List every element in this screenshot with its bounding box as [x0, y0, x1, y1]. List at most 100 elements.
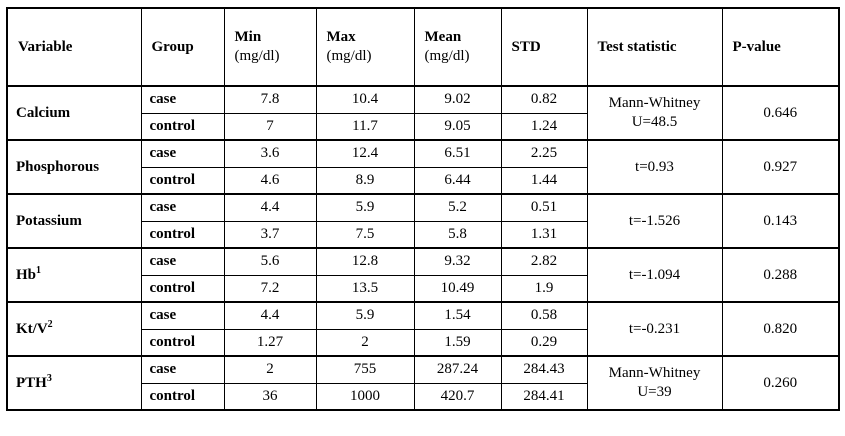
max-cell: 5.9	[315, 301, 415, 330]
header-min: Min (mg/dl)	[223, 7, 317, 87]
test-statistic-line1: t=0.93	[635, 158, 674, 175]
header-variable-label: Variable	[18, 38, 73, 55]
variable-cell: Phosphorous	[6, 139, 142, 195]
max-cell: 11.7	[315, 112, 415, 141]
group-cell: control	[140, 166, 225, 195]
header-variable: Variable	[6, 7, 142, 87]
variable-label: Calcium	[16, 104, 71, 121]
header-test-statistic-label: Test statistic	[597, 38, 677, 55]
mean-cell: 6.44	[413, 166, 502, 195]
group-cell: case	[140, 355, 225, 384]
variable-label: PTH	[16, 374, 47, 391]
header-mean: Mean (mg/dl)	[413, 7, 502, 87]
mean-cell: 1.54	[413, 301, 502, 330]
mean-cell: 420.7	[413, 382, 502, 411]
min-cell: 36	[223, 382, 317, 411]
mean-cell: 287.24	[413, 355, 502, 384]
test-statistic-line1: Mann-Whitney	[608, 365, 701, 382]
variable-superscript: 3	[46, 372, 52, 384]
table-row: Kt/V2 case 4.4 5.9 1.54 0.58 t=-0.231 0.…	[6, 301, 840, 357]
test-statistic-line2: U=48.5	[631, 114, 678, 130]
max-cell: 755	[315, 355, 415, 384]
max-cell: 8.9	[315, 166, 415, 195]
max-cell: 5.9	[315, 193, 415, 222]
variable-cell: Calcium	[6, 85, 142, 141]
test-statistic-cell: t=-1.094	[586, 247, 723, 303]
header-std: STD	[500, 7, 588, 87]
header-std-label: STD	[511, 38, 541, 55]
header-group: Group	[140, 7, 225, 87]
mean-cell: 9.05	[413, 112, 502, 141]
header-min-unit: (mg/dl)	[234, 48, 280, 64]
max-cell: 2	[315, 328, 415, 357]
min-cell: 7	[223, 112, 317, 141]
std-cell: 0.82	[500, 85, 588, 114]
std-cell: 284.41	[500, 382, 588, 411]
std-cell: 1.24	[500, 112, 588, 141]
min-cell: 2	[223, 355, 317, 384]
test-statistic-cell: t=-0.231	[586, 301, 723, 357]
max-cell: 13.5	[315, 274, 415, 303]
variable-label: Phosphorous	[16, 158, 100, 175]
min-cell: 7.2	[223, 274, 317, 303]
max-cell: 12.8	[315, 247, 415, 276]
p-value-cell: 0.646	[721, 85, 840, 141]
variable-cell: Hb1	[6, 247, 142, 303]
mean-cell: 9.02	[413, 85, 502, 114]
max-cell: 1000	[315, 382, 415, 411]
header-min-label: Min	[234, 29, 262, 46]
variable-cell: Potassium	[6, 193, 142, 249]
min-cell: 1.27	[223, 328, 317, 357]
table-row: control 4.6 8.9 6.44 1.44	[7, 166, 839, 195]
test-statistic-line1: Mann-Whitney	[608, 95, 701, 112]
std-cell: 1.44	[500, 166, 588, 195]
variable-superscript: 1	[36, 264, 42, 276]
header-mean-label: Mean	[424, 29, 462, 46]
max-cell: 10.4	[315, 85, 415, 114]
variable-label: Hb	[16, 266, 37, 283]
std-cell: 0.51	[500, 193, 588, 222]
mean-cell: 10.49	[413, 274, 502, 303]
header-max: Max (mg/dl)	[315, 7, 415, 87]
min-cell: 4.4	[223, 193, 317, 222]
std-cell: 0.58	[500, 301, 588, 330]
group-cell: control	[140, 382, 225, 411]
group-cell: control	[140, 274, 225, 303]
table-row: control 36 1000 420.7 284.41	[7, 382, 839, 411]
variable-label: Kt/V	[16, 320, 48, 337]
header-p-value-label: P-value	[732, 38, 781, 55]
min-cell: 5.6	[223, 247, 317, 276]
variable-superscript: 2	[47, 318, 53, 330]
p-value-cell: 0.820	[721, 301, 840, 357]
variable-cell: PTH3	[6, 355, 142, 411]
max-cell: 7.5	[315, 220, 415, 249]
test-statistic-cell: Mann-Whitney U=39	[586, 355, 723, 411]
group-cell: case	[140, 193, 225, 222]
min-cell: 4.4	[223, 301, 317, 330]
p-value-cell: 0.143	[721, 193, 840, 249]
header-group-label: Group	[151, 38, 194, 55]
group-cell: control	[140, 220, 225, 249]
min-cell: 7.8	[223, 85, 317, 114]
table-row: Potassium case 4.4 5.9 5.2 0.51 t=-1.526…	[6, 193, 840, 249]
mean-cell: 9.32	[413, 247, 502, 276]
std-cell: 1.31	[500, 220, 588, 249]
test-statistic-line2: U=39	[637, 384, 672, 400]
group-cell: case	[140, 85, 225, 114]
variable-cell: Kt/V2	[6, 301, 142, 357]
group-cell: case	[140, 139, 225, 168]
group-cell: case	[140, 247, 225, 276]
group-cell: control	[140, 328, 225, 357]
test-statistic-line1: t=-1.094	[628, 266, 681, 283]
table-row: PTH3 case 2 755 287.24 284.43 Mann-Whitn…	[6, 355, 840, 411]
std-cell: 2.82	[500, 247, 588, 276]
min-cell: 3.7	[223, 220, 317, 249]
test-statistic-line1: t=-1.526	[628, 212, 681, 229]
header-max-label: Max	[326, 29, 356, 46]
std-cell: 284.43	[500, 355, 588, 384]
mean-cell: 5.8	[413, 220, 502, 249]
mean-cell: 6.51	[413, 139, 502, 168]
std-cell: 1.9	[500, 274, 588, 303]
table-row: control 7.2 13.5 10.49 1.9	[7, 274, 839, 303]
